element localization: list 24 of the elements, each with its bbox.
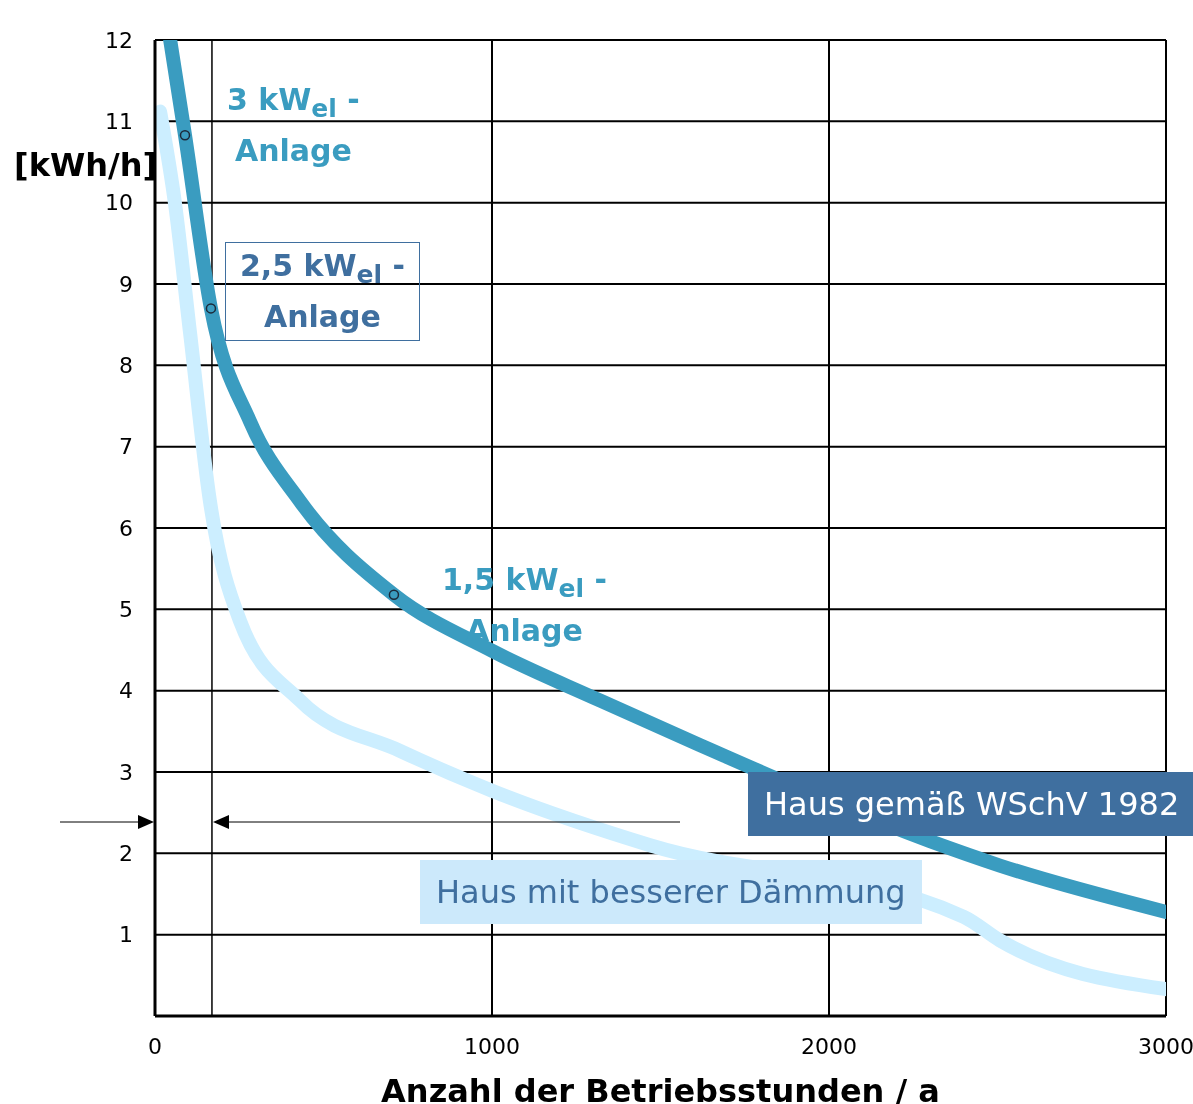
point bbox=[388, 589, 400, 600]
annotation: 2,5 kW$_{el}$ - Anlage bbox=[224, 242, 421, 342]
y-tick-label: 5 bbox=[119, 597, 133, 623]
y-tick-label: 8 bbox=[119, 353, 133, 379]
y-tick-label: 10 bbox=[105, 190, 133, 216]
series-label: Haus mit besserer Dämmung bbox=[420, 860, 922, 924]
y-tick-label: 2 bbox=[119, 841, 133, 867]
point bbox=[179, 129, 191, 141]
y-tick-label: 7 bbox=[119, 434, 133, 460]
y-tick-label: 1 bbox=[119, 922, 133, 948]
point bbox=[205, 303, 217, 314]
x-tick-label: 0 bbox=[148, 1033, 162, 1059]
annotation: 3 kW$_{el}$ - Anlage bbox=[226, 81, 361, 171]
x-tick-label: 1000 bbox=[464, 1033, 520, 1059]
x-tick-label: 2000 bbox=[801, 1033, 857, 1059]
y-tick-label: 6 bbox=[119, 515, 133, 541]
y-tick-label: 3 bbox=[119, 759, 133, 785]
y-axis-title: [kWh/h] bbox=[14, 146, 158, 184]
y-tick-label: 9 bbox=[119, 271, 133, 297]
y-tick-label: 4 bbox=[119, 678, 133, 704]
x-tick-label: 3000 bbox=[1138, 1033, 1193, 1059]
y-tick-label: 12 bbox=[105, 27, 133, 53]
y-tick-label: 11 bbox=[105, 109, 133, 135]
series-label: Haus gemäß WSchV 1982 bbox=[748, 772, 1193, 836]
